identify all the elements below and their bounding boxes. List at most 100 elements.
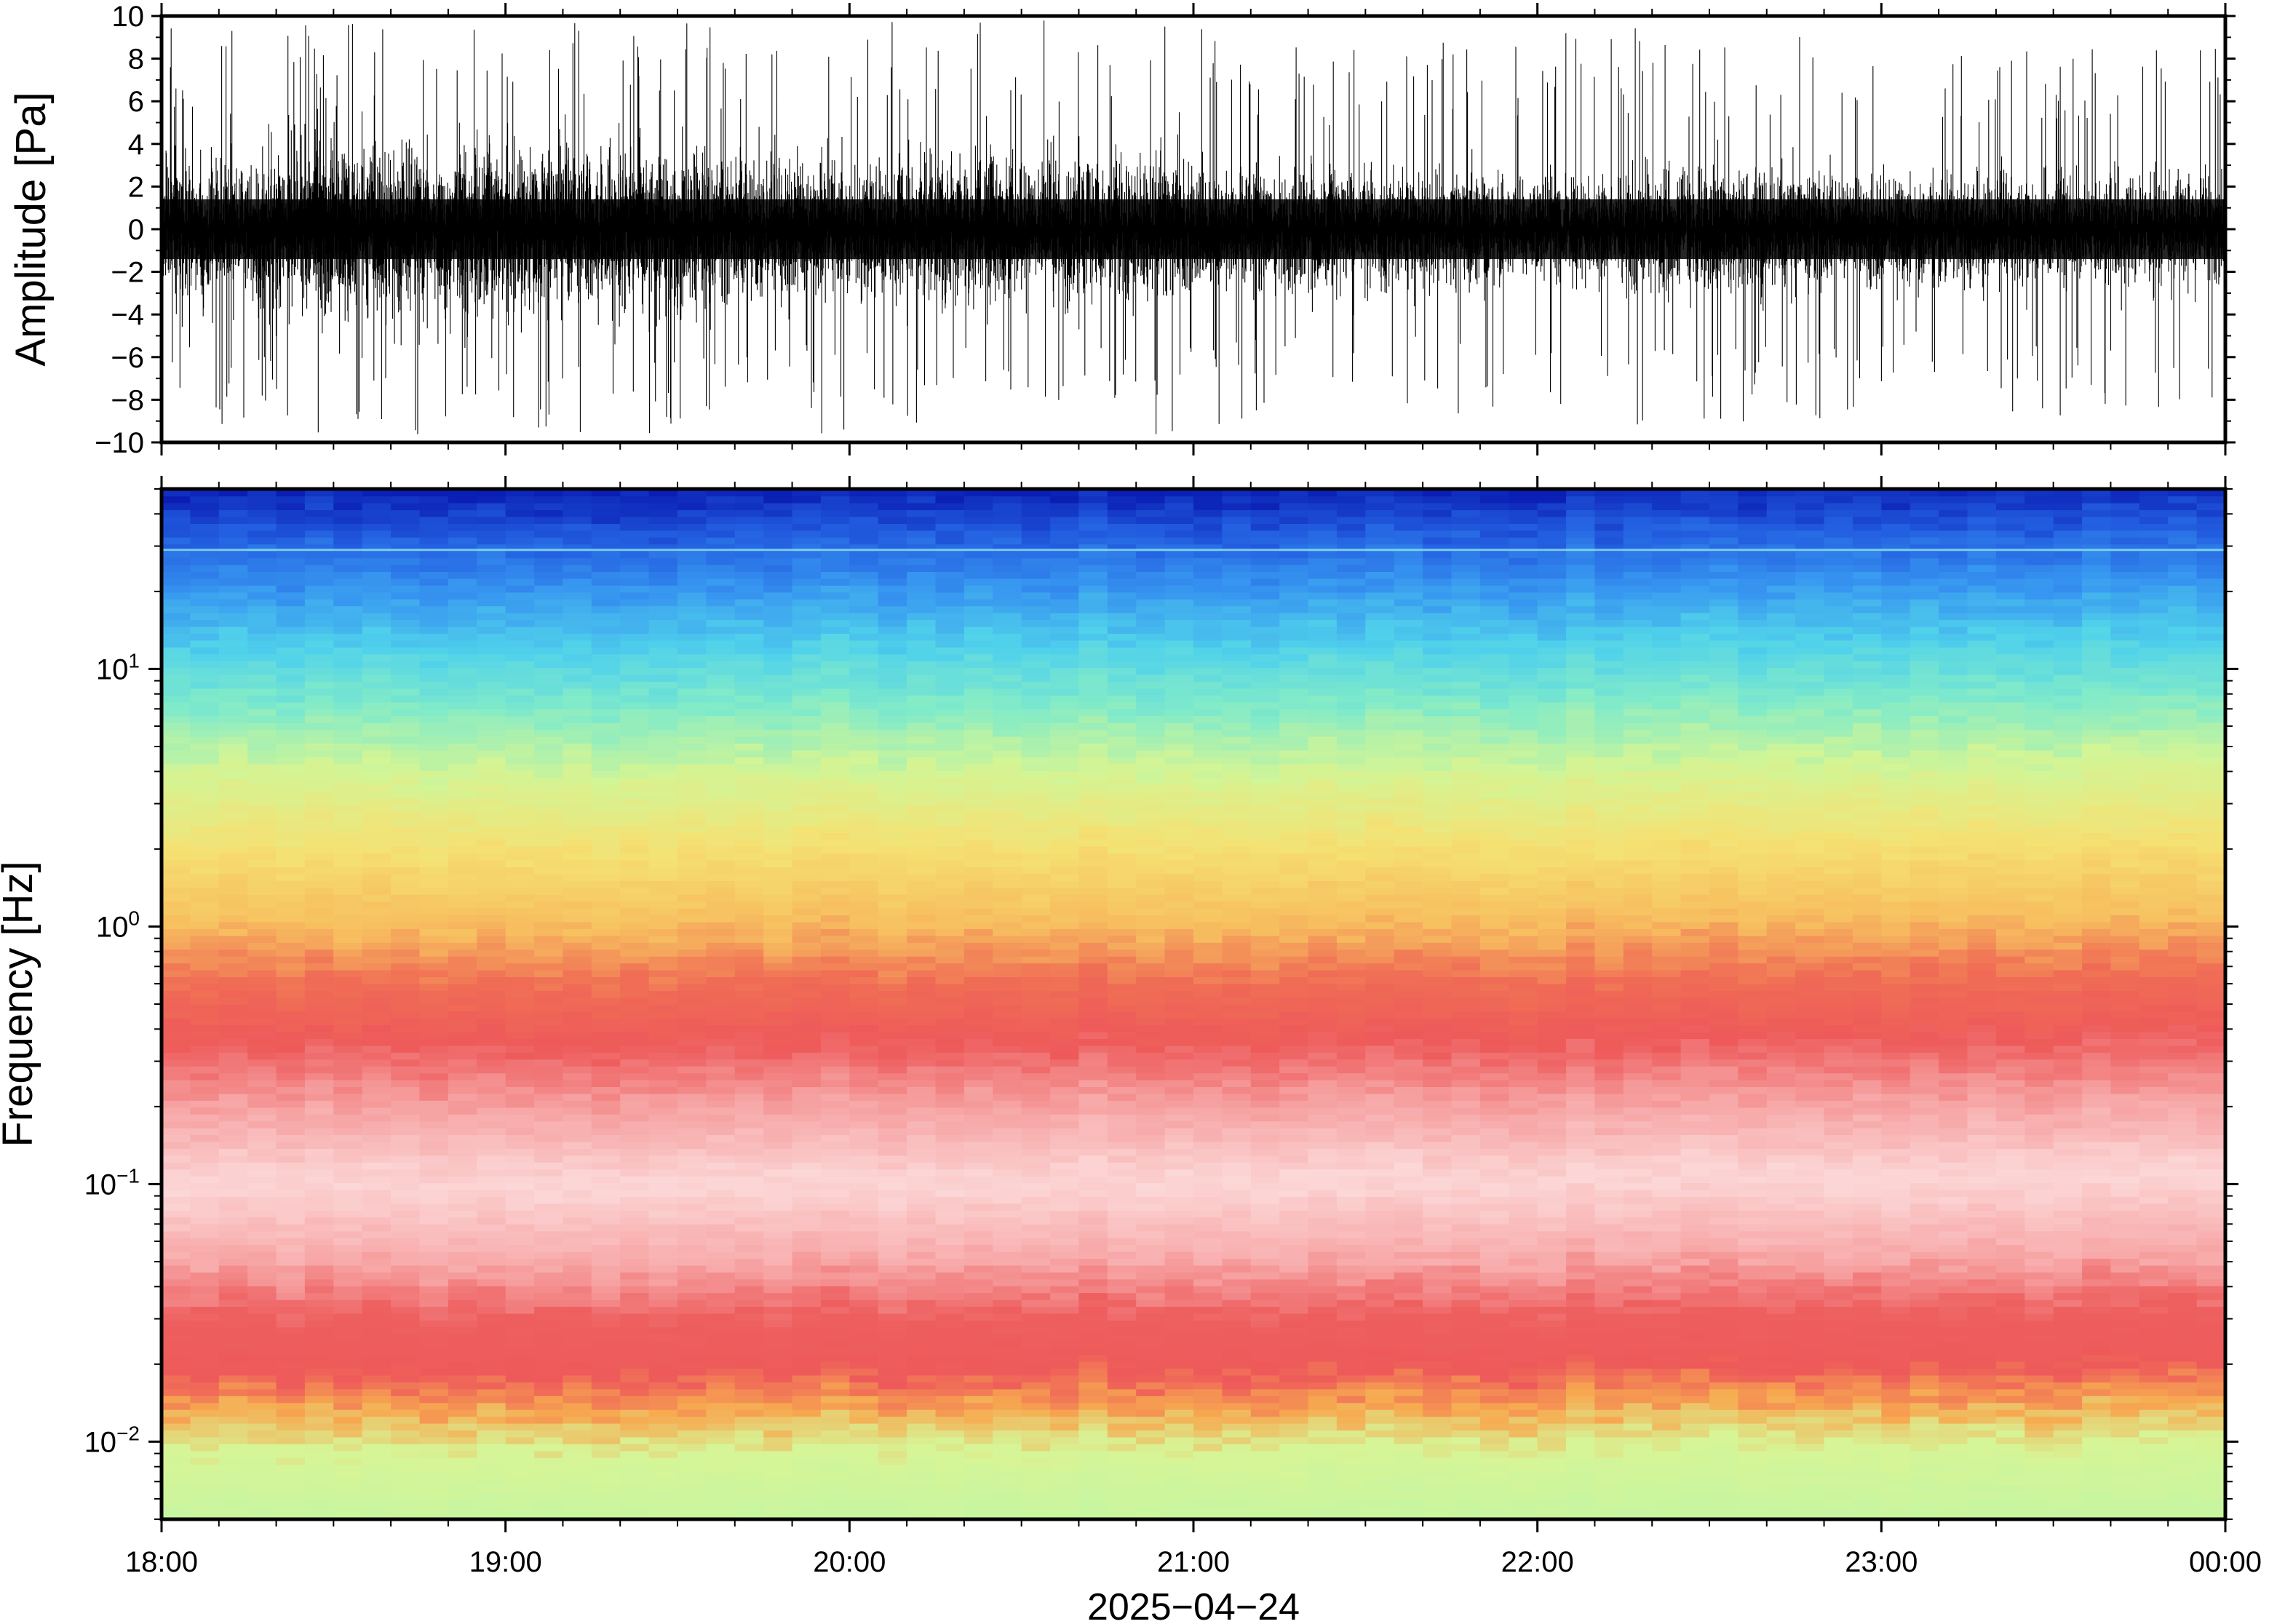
spectrogram-cell <box>706 949 736 957</box>
spectrogram-cell <box>849 955 879 964</box>
spectrogram-cell <box>763 1326 793 1334</box>
spectrogram-cell <box>763 667 793 675</box>
spectrogram-cell <box>505 674 535 682</box>
spectrogram-cell <box>563 633 592 641</box>
spectrogram-cell <box>993 1045 1022 1053</box>
spectrogram-cell <box>792 915 822 923</box>
spectrogram-cell <box>304 1038 335 1046</box>
spectrogram-cell <box>190 1505 220 1513</box>
spectrogram-cell <box>247 873 277 881</box>
spectrogram-cell <box>505 1278 535 1286</box>
spectrogram-cell <box>534 1306 564 1314</box>
spectrogram-cell <box>534 612 564 621</box>
spectrogram-cell <box>763 1079 793 1087</box>
spectrogram-cell <box>218 647 248 655</box>
spectrogram-cell <box>907 921 937 929</box>
spectrogram-cell <box>563 736 592 744</box>
spectrogram-cell <box>1050 907 1080 915</box>
spectrogram-cell <box>448 1292 478 1300</box>
spectrogram-cell <box>849 901 879 909</box>
spectrogram-cell <box>247 695 277 703</box>
spectrogram-cell <box>333 845 363 854</box>
spectrogram-cell <box>391 592 421 600</box>
spectrogram-cell <box>620 907 650 915</box>
spectrogram-cell <box>247 1162 277 1170</box>
spectrogram-cell <box>190 1361 220 1369</box>
spectrogram-cell <box>878 887 907 895</box>
spectrogram-cell <box>706 1484 736 1492</box>
spectrogram-cell <box>1078 1114 1108 1122</box>
spectrogram-cell <box>1078 1306 1108 1314</box>
spectrogram-cell <box>591 701 621 709</box>
spectrogram-cell <box>505 1224 535 1232</box>
spectrogram-cell <box>820 797 851 805</box>
spectrogram-cell <box>333 1484 363 1492</box>
spectrogram-cell <box>1050 1286 1080 1294</box>
spectrogram-cell <box>907 612 937 621</box>
spectrogram-cell <box>419 592 449 600</box>
spectrogram-cell <box>677 1409 707 1417</box>
spectrogram-cell <box>162 805 191 813</box>
spectrogram-cell <box>648 1416 678 1424</box>
spectrogram-cell <box>792 1148 822 1156</box>
spectrogram-cell <box>706 955 736 964</box>
spectrogram-cell <box>993 1107 1022 1115</box>
spectrogram-cell <box>218 502 248 511</box>
spectrogram-cell <box>276 1396 306 1404</box>
spectrogram-cell <box>878 1107 907 1115</box>
spectrogram-cell <box>276 839 306 847</box>
spectrogram-cell <box>333 571 363 579</box>
spectrogram-cell <box>849 1361 879 1369</box>
spectrogram-cell <box>362 811 392 819</box>
spectrogram-cell <box>190 819 220 827</box>
spectrogram-cell <box>792 771 822 779</box>
spectrogram-cell <box>993 1114 1022 1122</box>
spectrogram-cell <box>648 592 678 600</box>
spectrogram-cell <box>734 1017 764 1026</box>
spectrogram-cell <box>591 551 621 559</box>
spectrogram-cell <box>763 1374 793 1382</box>
spectrogram-cell <box>1050 633 1080 641</box>
spectrogram-cell <box>362 502 392 511</box>
spectrogram-cell <box>878 1292 907 1300</box>
spectrogram-cell <box>362 797 392 805</box>
spectrogram-cell <box>706 1148 736 1156</box>
spectrogram-cell <box>620 1114 650 1122</box>
spectrogram-cell <box>820 619 851 627</box>
spectrogram-cell <box>391 633 421 641</box>
spectrogram-cell <box>419 825 449 833</box>
spectrogram-cell <box>1021 1505 1051 1513</box>
spectrogram-cell <box>190 523 220 531</box>
spectrogram-cell <box>448 1011 478 1019</box>
spectrogram-cell <box>993 1024 1022 1032</box>
spectrogram-cell <box>362 661 392 669</box>
spectrogram-cell <box>448 1340 478 1348</box>
spectrogram-cell <box>935 530 965 538</box>
spectrogram-cell <box>276 1444 306 1452</box>
spectrogram-cell <box>190 736 220 744</box>
spectrogram-cell <box>1078 1251 1108 1259</box>
spectrogram-cell <box>362 907 392 915</box>
spectrogram-cell <box>218 1100 248 1108</box>
spectrogram-cell <box>820 1038 851 1046</box>
spectrogram-cell <box>935 1286 965 1294</box>
spectrogram-cell <box>734 928 764 936</box>
spectrogram-cell <box>1050 599 1080 607</box>
spectrogram-cell <box>935 571 965 579</box>
spectrogram-cell <box>993 1478 1022 1486</box>
spectrogram-cell <box>419 832 449 840</box>
spectrogram-cell <box>1021 942 1051 950</box>
spectrogram-cell <box>706 805 736 813</box>
spectrogram-cell <box>963 997 994 1005</box>
spectrogram-cell <box>162 1169 191 1177</box>
spectrogram-cell <box>1050 667 1080 675</box>
spectrogram-cell <box>218 1444 248 1452</box>
spectrogram-cell <box>448 1272 478 1280</box>
spectrogram-cell <box>563 1251 592 1259</box>
spectrogram-cell <box>907 983 937 991</box>
spectrogram-cell <box>591 1169 621 1177</box>
spectrogram-cell <box>534 901 564 909</box>
spectrogram-cell <box>993 1505 1022 1513</box>
spectrogram-cell <box>591 509 621 517</box>
spectrogram-cell <box>820 1340 851 1348</box>
